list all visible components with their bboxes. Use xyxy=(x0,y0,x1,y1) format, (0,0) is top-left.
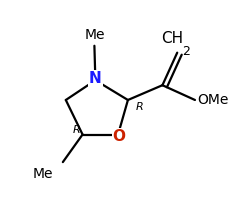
Text: R: R xyxy=(136,102,144,112)
Text: R: R xyxy=(73,125,80,135)
Text: CH: CH xyxy=(161,31,184,46)
Text: O: O xyxy=(112,129,125,144)
Text: Me: Me xyxy=(84,28,105,42)
Text: N: N xyxy=(89,71,102,86)
Text: 2: 2 xyxy=(182,45,190,58)
Text: OMe: OMe xyxy=(197,93,228,107)
Text: Me: Me xyxy=(33,167,53,181)
